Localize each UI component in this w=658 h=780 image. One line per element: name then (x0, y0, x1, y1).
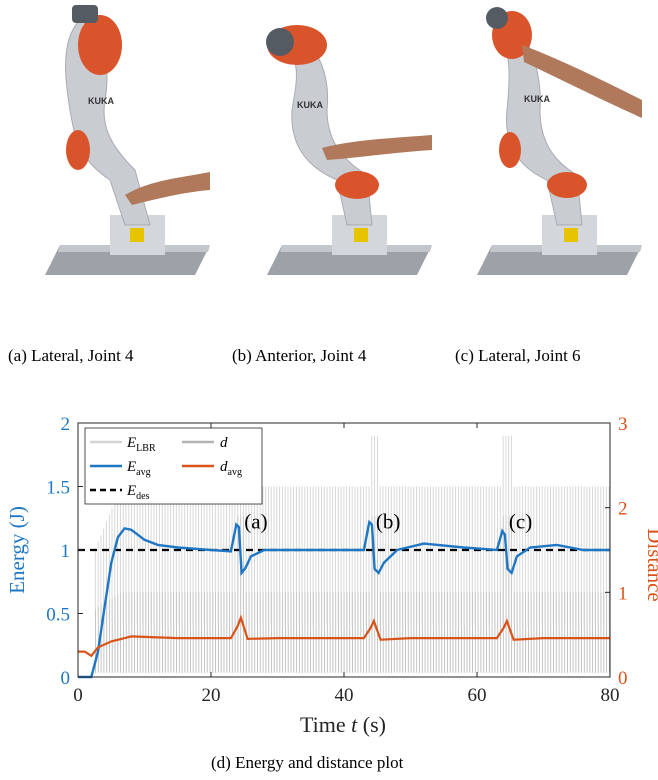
caption-c: (c) Lateral, Joint 6 (455, 346, 581, 365)
figure-caption: (d) Energy and distance plot (211, 753, 404, 772)
y-tick-label-left: 0.5 (46, 605, 70, 626)
annotation-layer: (a) (b) (c) (244, 509, 532, 533)
y-tick-label-right: 1 (618, 583, 628, 604)
y-tick-label-left: 0 (61, 668, 71, 689)
raw-signal-layer (94, 435, 610, 673)
x-tick-label: 20 (202, 685, 221, 706)
y-tick-label-left: 1.5 (46, 478, 70, 499)
x-tick-label: 60 (468, 685, 487, 706)
robot-illustration: KUKA (266, 25, 432, 275)
x-tick-label: 0 (73, 685, 83, 706)
annotation-label: (c) (509, 509, 532, 533)
series-line-d-avg (78, 614, 610, 658)
brand-label: KUKA (524, 94, 550, 104)
brand-label: KUKA (88, 96, 114, 106)
robot-photo-b: KUKA (266, 25, 432, 275)
annotation-label: (b) (376, 509, 401, 533)
y-tick-label-right: 2 (618, 499, 628, 520)
x-tick-label: 80 (601, 685, 620, 706)
legend-label-e-des: Edes (126, 483, 150, 502)
x-tick-label: 40 (335, 685, 354, 706)
y-tick-label-right: 0 (618, 668, 628, 689)
y-axis-label-right: Distance (643, 528, 658, 601)
brand-label: KUKA (297, 100, 323, 110)
series-line-d (95, 516, 610, 673)
y-axis-label-left: Energy (J) (5, 506, 29, 594)
legend-label-d-avg: davg (220, 459, 242, 478)
legend-label-e-avg: Eavg (126, 459, 151, 478)
annotation-label: (a) (244, 509, 267, 533)
robot-photo-c: KUKA (477, 7, 642, 275)
y-tick-label-left: 1 (61, 541, 71, 562)
series-line-e-lbr (94, 435, 610, 627)
robot-illustration: KUKA (477, 7, 642, 275)
y-tick-label-left: 2 (61, 414, 71, 435)
caption-b: (b) Anterior, Joint 4 (232, 346, 367, 365)
legend: ELBR d Eavg davg Edes (84, 427, 263, 505)
series-line-e-avg (78, 519, 610, 679)
x-axis-label: Time t (s) (300, 712, 386, 737)
legend-label-e-lbr: ELBR (126, 435, 156, 454)
robot-photo-a: KUKA (45, 5, 210, 275)
y-tick-label-right: 3 (618, 414, 628, 435)
caption-a: (a) Lateral, Joint 4 (8, 346, 134, 365)
robot-illustration: KUKA (45, 5, 210, 275)
legend-label-d: d (220, 435, 228, 451)
